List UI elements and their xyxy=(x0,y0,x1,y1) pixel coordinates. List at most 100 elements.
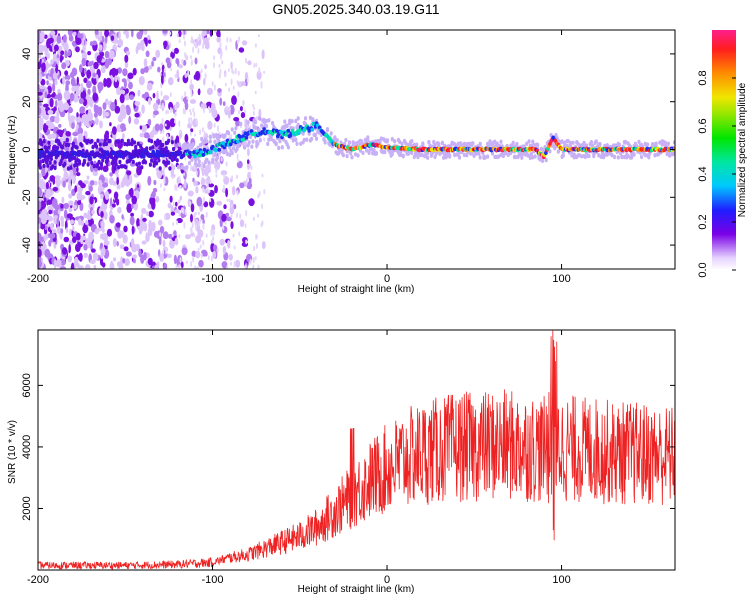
spectrogram-noise-blob xyxy=(104,190,110,200)
spectrogram-noise-blob xyxy=(234,67,237,75)
spectrogram-noise-blob xyxy=(181,58,184,65)
spectrogram-noise-blob xyxy=(50,222,54,231)
spectrogram-noise-blob xyxy=(240,81,246,87)
spectrogram-noise-blob xyxy=(219,238,225,246)
spectrogram-noise-blob xyxy=(207,120,213,130)
ridge-halo xyxy=(531,155,535,160)
spectrogram-noise-blob xyxy=(59,54,63,63)
ridge-halo xyxy=(143,160,148,165)
spectrogram-noise-blob xyxy=(169,118,176,128)
ridge-halo xyxy=(137,161,141,166)
spectrogram-noise-blob xyxy=(38,180,41,188)
spectrogram-noise-blob xyxy=(194,133,196,137)
colorbar-tick-label: 0.6 xyxy=(697,118,709,133)
ridge-halo xyxy=(544,157,548,163)
ridge-halo xyxy=(234,126,238,131)
spectrogram-noise-blob xyxy=(56,54,60,59)
colorbar-gradient xyxy=(712,30,736,270)
spectrogram-noise-blob xyxy=(38,53,42,59)
spectrogram-noise-blob xyxy=(148,219,153,230)
spectrogram-noise-blob xyxy=(214,185,218,194)
ridge-halo xyxy=(104,141,108,147)
spectrogram-noise-blob xyxy=(102,182,109,188)
spectrogram-noise-blob xyxy=(224,220,227,226)
spectrogram-noise-blob xyxy=(78,252,83,262)
spectrogram-noise-blob xyxy=(55,259,62,268)
ridge-halo xyxy=(532,143,536,148)
spectrogram-noise-blob xyxy=(189,131,192,137)
ridge-halo xyxy=(308,115,312,121)
ridge-halo xyxy=(42,163,46,169)
ridge-core xyxy=(284,132,289,137)
spectrogram-noise-blob xyxy=(179,130,181,134)
spectrogram-noise-blob xyxy=(133,118,140,125)
spectrogram-noise-blob xyxy=(140,39,145,47)
spectrogram-noise-blob xyxy=(86,80,92,89)
spectrogram-noise-blob xyxy=(228,198,231,203)
spectrogram-noise-blob xyxy=(63,171,69,180)
spectrogram-noise-blob xyxy=(109,122,112,127)
spectrogram-noise-blob xyxy=(137,225,142,230)
ridge-halo xyxy=(69,165,73,170)
ridge-halo xyxy=(164,146,168,151)
spectrogram-noise-blob xyxy=(190,111,192,116)
spectrogram-noise-blob xyxy=(253,245,256,252)
ridge-halo xyxy=(131,159,135,165)
spectrogram-noise-blob xyxy=(242,100,245,105)
spectrogram-noise-blob xyxy=(94,104,100,114)
spectrogram-noise-blob xyxy=(200,252,203,259)
spectrogram-noise-blob xyxy=(49,97,54,108)
spectrogram-noise-blob xyxy=(110,260,114,269)
spectrogram-noise-blob xyxy=(78,98,84,104)
ridge-halo xyxy=(117,165,121,170)
spectrogram-noise-blob xyxy=(75,243,81,253)
spectrogram-noise-blob xyxy=(219,97,223,106)
ridge-halo xyxy=(271,121,275,126)
spectrogram-noise-blob xyxy=(197,211,200,216)
ridge-halo xyxy=(52,145,56,150)
ridge-halo xyxy=(198,142,203,148)
spectrogram-noise-blob xyxy=(237,159,240,163)
spectrogram-noise-blob xyxy=(115,68,119,76)
spectrogram-noise-blob xyxy=(169,31,172,36)
spectrogram-noise-blob xyxy=(38,200,42,210)
ridge-halo xyxy=(236,143,240,149)
ridge-halo xyxy=(130,138,134,143)
spectrogram-noise-blob xyxy=(67,182,72,192)
spectrogram-noise-blob xyxy=(203,37,209,46)
ridge-halo xyxy=(186,143,190,148)
x-tick-label: -100 xyxy=(202,574,224,586)
spectrogram-noise-blob xyxy=(178,176,181,182)
spectrogram-noise-blob xyxy=(117,206,122,214)
spectrogram-noise-blob xyxy=(44,34,48,39)
spectrogram-noise-blob xyxy=(191,221,194,229)
ridge-halo xyxy=(416,154,420,160)
spectrogram-noise-blob xyxy=(50,59,54,65)
ridge-halo xyxy=(514,154,518,160)
spectrogram-noise-blob xyxy=(255,116,258,122)
spectrogram-noise-blob xyxy=(145,232,148,242)
ridge-halo xyxy=(296,116,300,121)
ridge-halo xyxy=(73,163,77,168)
ridge-halo xyxy=(433,154,437,160)
spectrogram-noise-blob xyxy=(197,47,200,54)
spectrogram-noise-blob xyxy=(209,179,212,185)
spectrogram-noise-blob xyxy=(174,209,180,214)
spectrogram-noise-blob xyxy=(237,91,240,98)
spectrogram-noise-blob xyxy=(202,42,205,50)
spectrogram-noise-blob xyxy=(65,227,69,234)
spectrogram-noise-blob xyxy=(49,115,56,123)
spectrogram-noise-blob xyxy=(120,123,126,129)
spectrogram-noise-blob xyxy=(213,230,216,236)
ridge-halo xyxy=(347,140,352,145)
ridge-halo xyxy=(303,116,308,121)
ridge-halo xyxy=(195,163,199,168)
ridge-halo xyxy=(213,152,217,158)
spectrogram-noise-blob xyxy=(126,203,133,214)
spectrogram-noise-blob xyxy=(218,63,221,68)
spectrogram-noise-blob xyxy=(69,92,75,102)
spectrogram-noise-blob xyxy=(117,38,124,47)
spectrogram-noise-blob xyxy=(258,108,262,118)
spectrogram-noise-blob xyxy=(55,63,58,74)
spectrogram-noise-blob xyxy=(48,209,53,215)
